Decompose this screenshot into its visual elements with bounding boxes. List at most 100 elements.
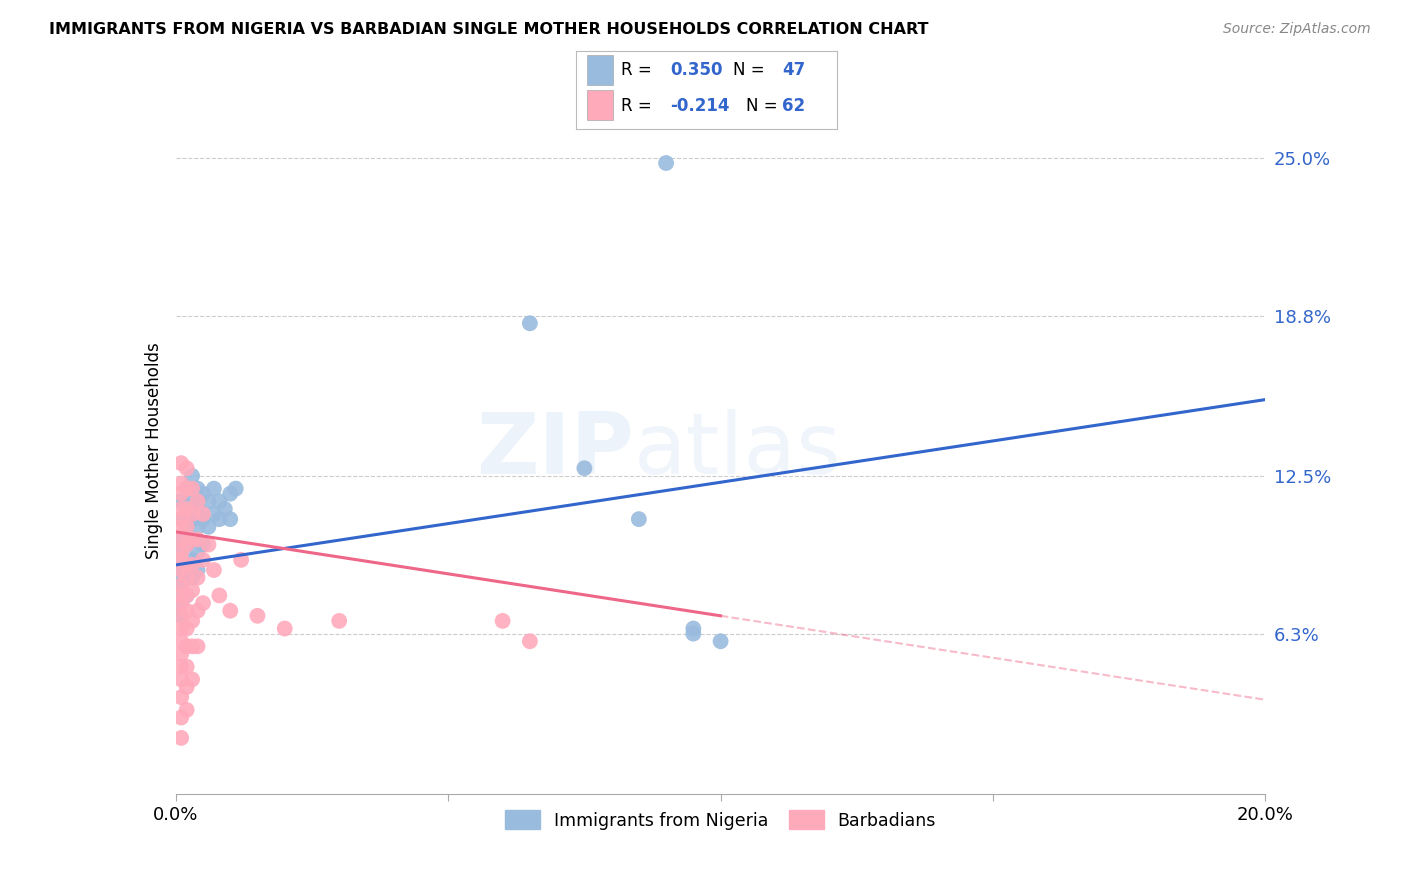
Text: -0.214: -0.214	[671, 97, 730, 115]
Point	[170, 647, 193, 661]
Point	[170, 456, 193, 470]
Point	[170, 502, 193, 516]
Point	[176, 502, 198, 516]
Point	[208, 512, 231, 526]
Point	[328, 614, 350, 628]
Point	[170, 634, 193, 648]
Point	[176, 589, 198, 603]
Point	[186, 604, 209, 618]
Point	[181, 533, 204, 547]
FancyBboxPatch shape	[586, 54, 613, 85]
Point	[186, 502, 209, 516]
Point	[170, 545, 193, 559]
Point	[231, 553, 253, 567]
Point	[176, 482, 198, 496]
Point	[176, 520, 198, 534]
Point	[519, 634, 541, 648]
Text: Source: ZipAtlas.com: Source: ZipAtlas.com	[1223, 22, 1371, 37]
Point	[208, 589, 231, 603]
Point	[191, 553, 214, 567]
Point	[176, 640, 198, 654]
Point	[170, 553, 193, 567]
Point	[186, 563, 209, 577]
Point	[219, 486, 242, 500]
Text: ZIP: ZIP	[475, 409, 633, 492]
Point	[176, 622, 198, 636]
Point	[170, 571, 193, 585]
Point	[181, 507, 204, 521]
Point	[246, 608, 269, 623]
Point	[176, 571, 198, 585]
Point	[170, 476, 193, 491]
Text: N =: N =	[733, 61, 769, 78]
Point	[186, 640, 209, 654]
Point	[219, 512, 242, 526]
Y-axis label: Single Mother Households: Single Mother Households	[145, 343, 163, 558]
Point	[176, 589, 198, 603]
Point	[186, 533, 209, 547]
Point	[191, 486, 214, 500]
Text: 62: 62	[782, 97, 806, 115]
Point	[682, 626, 704, 640]
Point	[181, 571, 204, 585]
Point	[574, 461, 596, 475]
Point	[181, 533, 204, 547]
Point	[181, 583, 204, 598]
Point	[170, 659, 193, 673]
Point	[170, 545, 193, 559]
Point	[208, 494, 231, 508]
Point	[170, 533, 193, 547]
Point	[176, 571, 198, 585]
Point	[181, 614, 204, 628]
Text: N =: N =	[745, 97, 782, 115]
Point	[176, 558, 198, 572]
Point	[170, 494, 193, 508]
Point	[186, 520, 209, 534]
Point	[191, 507, 214, 521]
Point	[176, 482, 198, 496]
Point	[186, 545, 209, 559]
Point	[170, 520, 193, 534]
Point	[202, 507, 225, 521]
Point	[181, 512, 204, 526]
Point	[170, 558, 193, 572]
Text: 0.350: 0.350	[671, 61, 723, 78]
Point	[170, 486, 193, 500]
Point	[170, 673, 193, 687]
Point	[181, 482, 204, 496]
Point	[170, 622, 193, 636]
Point	[492, 614, 515, 628]
Point	[191, 538, 214, 552]
Point	[191, 596, 214, 610]
Point	[197, 538, 219, 552]
Point	[627, 512, 650, 526]
Point	[176, 703, 198, 717]
Text: R =: R =	[620, 97, 657, 115]
Point	[219, 604, 242, 618]
Point	[176, 461, 198, 475]
Point	[170, 596, 193, 610]
Point	[170, 608, 193, 623]
Point	[186, 482, 209, 496]
Point	[191, 512, 214, 526]
Point	[170, 512, 193, 526]
Point	[170, 710, 193, 724]
Point	[170, 608, 193, 623]
Point	[710, 634, 733, 648]
Point	[170, 583, 193, 598]
Point	[197, 494, 219, 508]
Point	[176, 558, 198, 572]
Point	[186, 571, 209, 585]
Point	[176, 507, 198, 521]
Point	[170, 690, 193, 705]
Point	[202, 482, 225, 496]
Text: atlas: atlas	[633, 409, 841, 492]
Point	[176, 680, 198, 694]
Point	[682, 622, 704, 636]
FancyBboxPatch shape	[586, 90, 613, 120]
Point	[181, 558, 204, 572]
Point	[170, 533, 193, 547]
Point	[181, 494, 204, 508]
Point	[170, 563, 193, 577]
Point	[170, 589, 193, 603]
